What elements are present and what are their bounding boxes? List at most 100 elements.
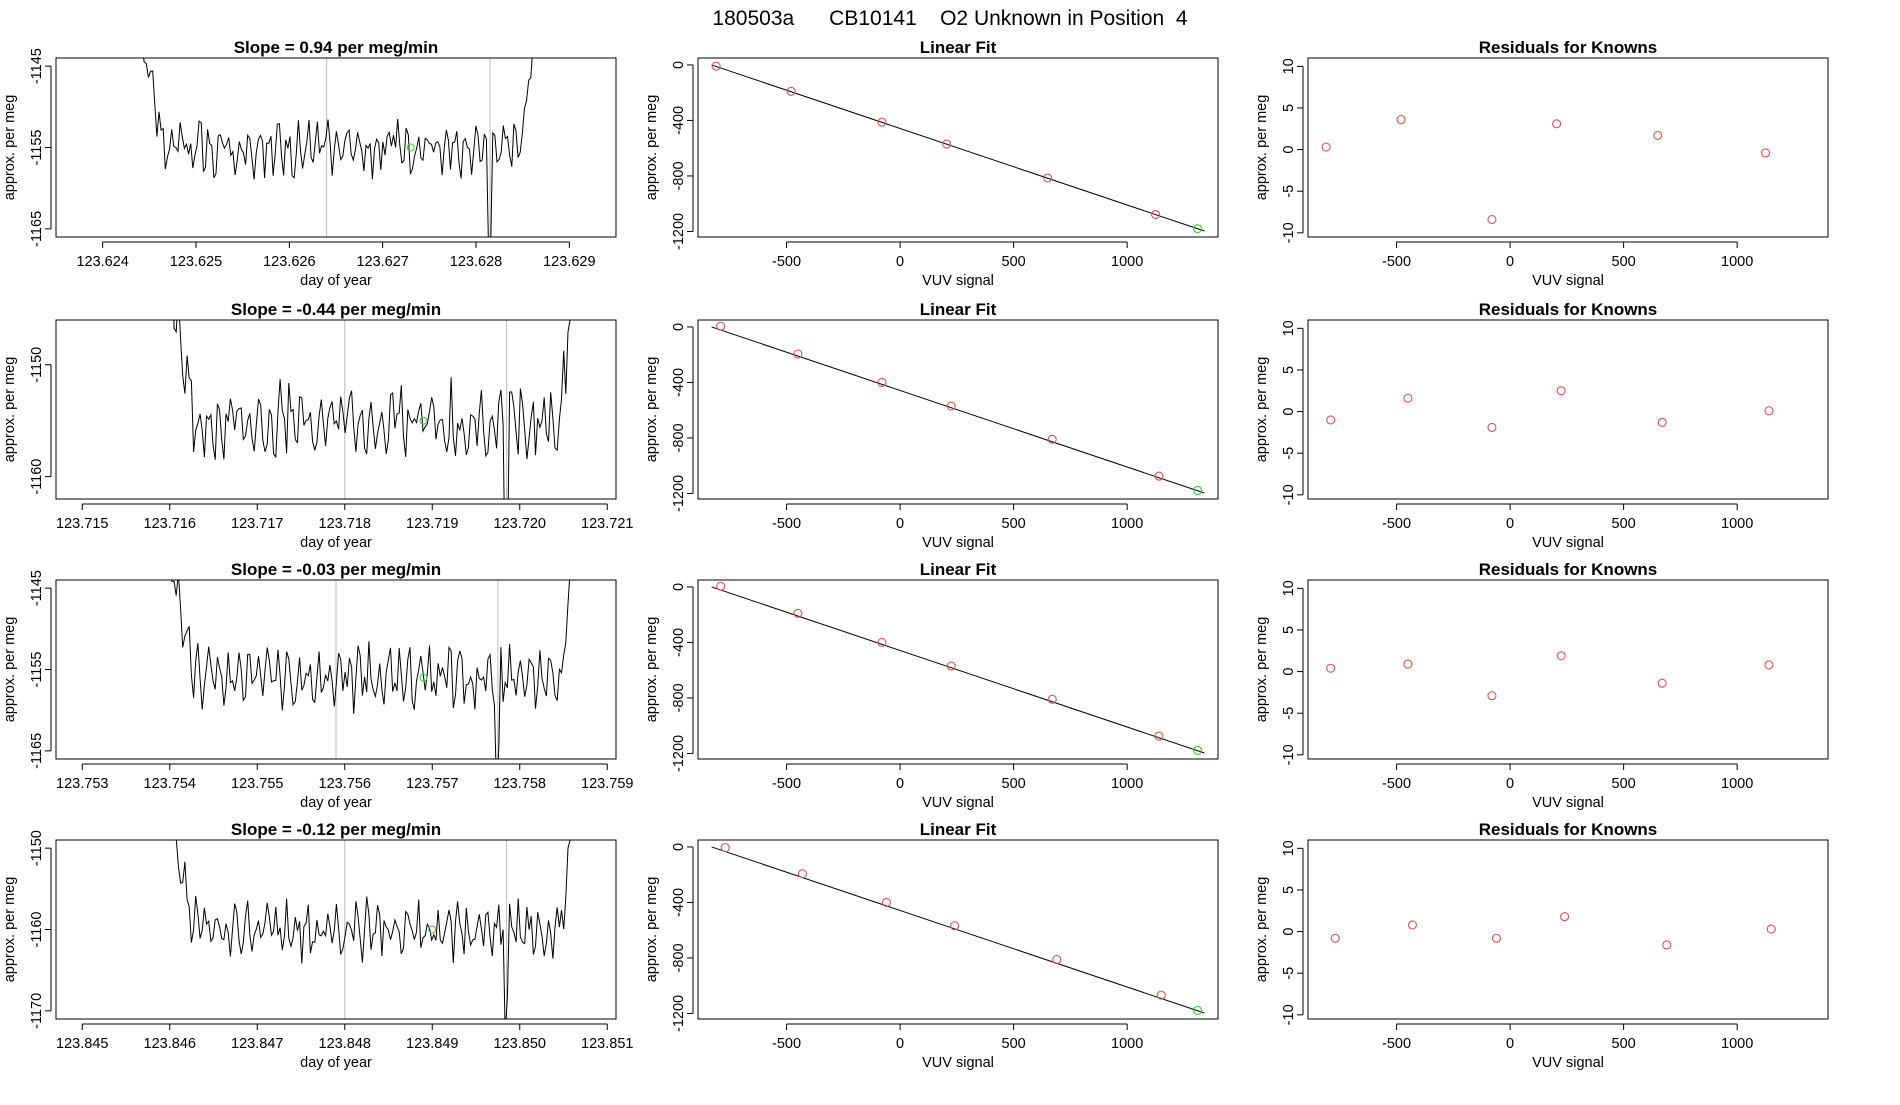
x-tick-label: 500 [1612, 254, 1636, 270]
known-point [877, 637, 887, 647]
y-tick-label: -10 [1281, 744, 1297, 765]
known-point [786, 86, 796, 96]
trace-line [143, 58, 533, 237]
panel-title: Residuals for Knowns [1479, 300, 1658, 319]
known-point [1403, 659, 1413, 669]
known-point [1657, 678, 1667, 688]
y-axis-label: approx. per meg [2, 617, 18, 723]
x-tick-label: 1000 [1721, 1036, 1753, 1052]
x-axis-label: VUV signal [1532, 273, 1604, 289]
plot-area [711, 843, 1205, 1015]
panel-title: Residuals for Knowns [1479, 560, 1658, 579]
panel-title: Linear Fit [920, 820, 997, 839]
y-tick-label: -1155 [29, 129, 45, 165]
plot-area [175, 840, 571, 1019]
x-tick-label: 1000 [1111, 1036, 1143, 1052]
x-tick-label: 500 [1612, 776, 1636, 792]
fit-line [711, 326, 1205, 494]
x-tick-label: 123.716 [144, 516, 196, 532]
known-point [942, 139, 952, 149]
x-tick-label: 0 [1506, 516, 1514, 532]
x-tick-label: 123.753 [56, 776, 108, 792]
y-tick-label: -1145 [29, 570, 45, 606]
plot-area [1330, 912, 1776, 950]
plot-area [711, 61, 1205, 234]
known-point [946, 661, 956, 671]
x-tick-label: 1000 [1721, 776, 1753, 792]
y-tick-label: 10 [1281, 58, 1297, 74]
x-axis-label: VUV signal [922, 1055, 994, 1071]
panel-title: Slope = -0.12 per meg/min [231, 820, 441, 839]
y-tick-label: -5 [1281, 967, 1297, 980]
plot-area [1321, 115, 1771, 225]
y-tick-label: -10 [1281, 484, 1297, 505]
unknown-point [419, 416, 428, 425]
known-point [716, 581, 726, 591]
panel-title: Linear Fit [920, 300, 997, 319]
y-tick-label: 10 [1281, 580, 1297, 596]
y-axis-label: approx. per meg [2, 877, 18, 983]
plot-area [1326, 386, 1774, 432]
y-tick-label: 10 [1281, 320, 1297, 336]
y-axis-label: approx. per meg [1254, 877, 1270, 983]
x-tick-label: 123.851 [581, 1036, 633, 1052]
known-point [1326, 663, 1336, 673]
x-tick-label: 123.757 [406, 776, 458, 792]
known-point [1151, 209, 1161, 220]
panel-row3-fit: Linear Fit -500 0 500 1000 VUV signal 0 -400 -80… [644, 560, 1219, 811]
panel-frame [697, 839, 1219, 1020]
panel-title: Slope = 0.94 per meg/min [234, 38, 439, 57]
y-tick-label: -5 [1281, 447, 1297, 460]
known-point [711, 61, 721, 71]
panel-frame [55, 579, 617, 760]
x-tick-label: -500 [1382, 776, 1411, 792]
x-tick-label: 500 [1002, 1036, 1026, 1052]
y-tick-label: -400 [671, 628, 687, 657]
y-tick-label: 0 [1281, 408, 1297, 416]
fit-line [711, 846, 1205, 1014]
y-tick-label: 0 [671, 843, 687, 851]
trace-line [171, 580, 571, 759]
x-tick-label: 123.625 [170, 254, 222, 270]
y-tick-label: -1200 [671, 735, 687, 772]
y-tick-label: -800 [671, 423, 687, 452]
known-point [1761, 148, 1771, 158]
panel-row1-trace: Slope = 0.94 per meg/min 123.624 123.625 12… [2, 38, 617, 289]
panel-frame [697, 579, 1219, 760]
known-point [793, 608, 803, 618]
panel-title: Residuals for Knowns [1479, 38, 1658, 57]
known-point [950, 921, 960, 931]
known-point [1764, 660, 1774, 670]
known-point [1330, 933, 1340, 943]
y-tick-label: -400 [671, 368, 687, 397]
plot-area [711, 321, 1205, 495]
y-tick-label: 10 [1281, 840, 1297, 856]
y-tick-label: 0 [671, 583, 687, 591]
known-point [797, 869, 808, 879]
y-tick-label: -1150 [29, 347, 45, 383]
y-tick-label: -1150 [29, 830, 45, 866]
y-axis-label: approx. per meg [644, 877, 660, 983]
x-axis-label: VUV signal [1532, 535, 1604, 551]
x-tick-label: 500 [1612, 1036, 1636, 1052]
unknown-point [1193, 224, 1203, 234]
panel-frame [55, 839, 617, 1020]
trace-line [175, 840, 571, 1019]
x-tick-label: 0 [1506, 254, 1514, 270]
x-tick-label: -500 [772, 516, 801, 532]
x-tick-label: 123.754 [144, 776, 196, 792]
known-point [1047, 434, 1057, 444]
x-tick-label: 1000 [1111, 254, 1143, 270]
known-point [1766, 924, 1776, 934]
y-tick-label: -800 [671, 683, 687, 712]
unknown-point [406, 143, 415, 152]
x-tick-label: 123.715 [56, 516, 108, 532]
y-tick-label: -1145 [29, 48, 45, 84]
x-tick-label: 1000 [1111, 776, 1143, 792]
y-tick-label: 5 [1281, 366, 1297, 374]
y-tick-label: -1160 [29, 911, 45, 947]
y-axis-label: approx. per meg [1254, 95, 1270, 201]
x-axis-label: day of year [300, 795, 372, 811]
panel-frame [1307, 579, 1829, 760]
